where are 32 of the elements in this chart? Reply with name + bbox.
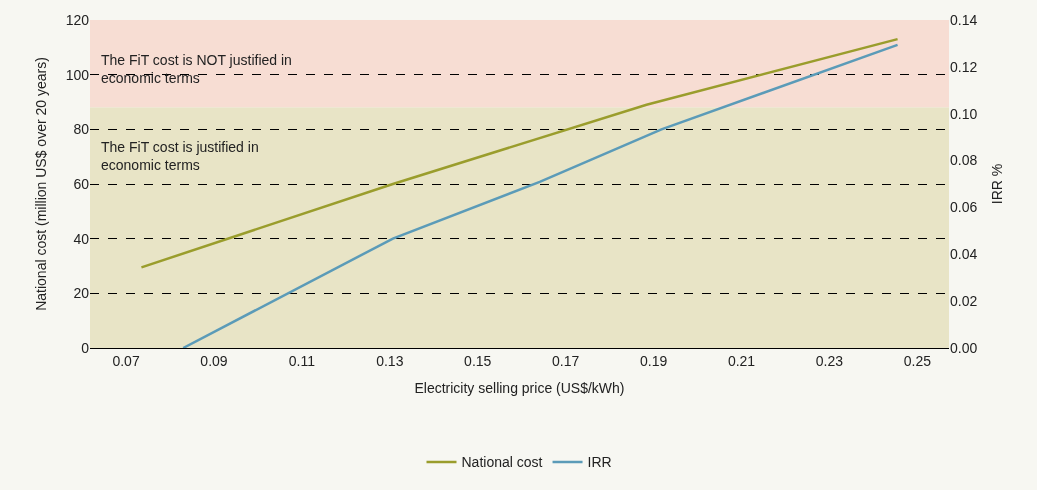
- y-axis-title: National cost (million US$ over 20 years): [33, 57, 50, 311]
- x-tick-label: 0.09: [200, 352, 228, 369]
- y2-tick-label: 0.00: [950, 339, 978, 356]
- y2-tick-label: 0.10: [950, 105, 978, 122]
- y2-tick-label: 0.12: [950, 58, 978, 75]
- y2-tick-label: 0.14: [950, 11, 978, 28]
- x-tick-label: 0.23: [815, 352, 844, 369]
- y-tick-label: 100: [65, 66, 90, 83]
- y2-tick-label: 0.06: [950, 199, 978, 216]
- band-label: The FiT cost is NOT justified in economic terms: [101, 52, 292, 87]
- legend-label: National cost: [461, 454, 543, 471]
- y-tick-label: 40: [73, 230, 90, 247]
- x-axis-title: Electricity selling price (US$/kWh): [414, 380, 625, 397]
- y2-tick-label: 0.02: [950, 293, 978, 310]
- legend-label: IRR: [587, 454, 612, 471]
- y-tick-label: 20: [73, 285, 90, 302]
- y2-axis-title: IRR %: [988, 163, 1005, 205]
- x-tick-label: 0.13: [376, 352, 404, 369]
- x-tick-label: 0.07: [112, 352, 140, 369]
- y2-tick-label: 0.04: [950, 246, 978, 263]
- band-label: The FiT cost is justified in economic terms: [101, 139, 259, 174]
- y2-tick-label: 0.08: [950, 152, 978, 169]
- x-tick-label: 0.11: [288, 352, 316, 369]
- y-tick-label: 0: [81, 339, 90, 356]
- x-tick-label: 0.17: [552, 352, 580, 369]
- y-tick-label: 120: [65, 11, 90, 28]
- x-tick-label: 0.19: [639, 352, 668, 369]
- x-tick-label: 0.25: [903, 352, 932, 369]
- y-tick-label: 60: [73, 175, 90, 192]
- x-tick-label: 0.15: [464, 352, 492, 369]
- x-tick-label: 0.21: [727, 352, 756, 369]
- y-tick-label: 80: [73, 121, 90, 138]
